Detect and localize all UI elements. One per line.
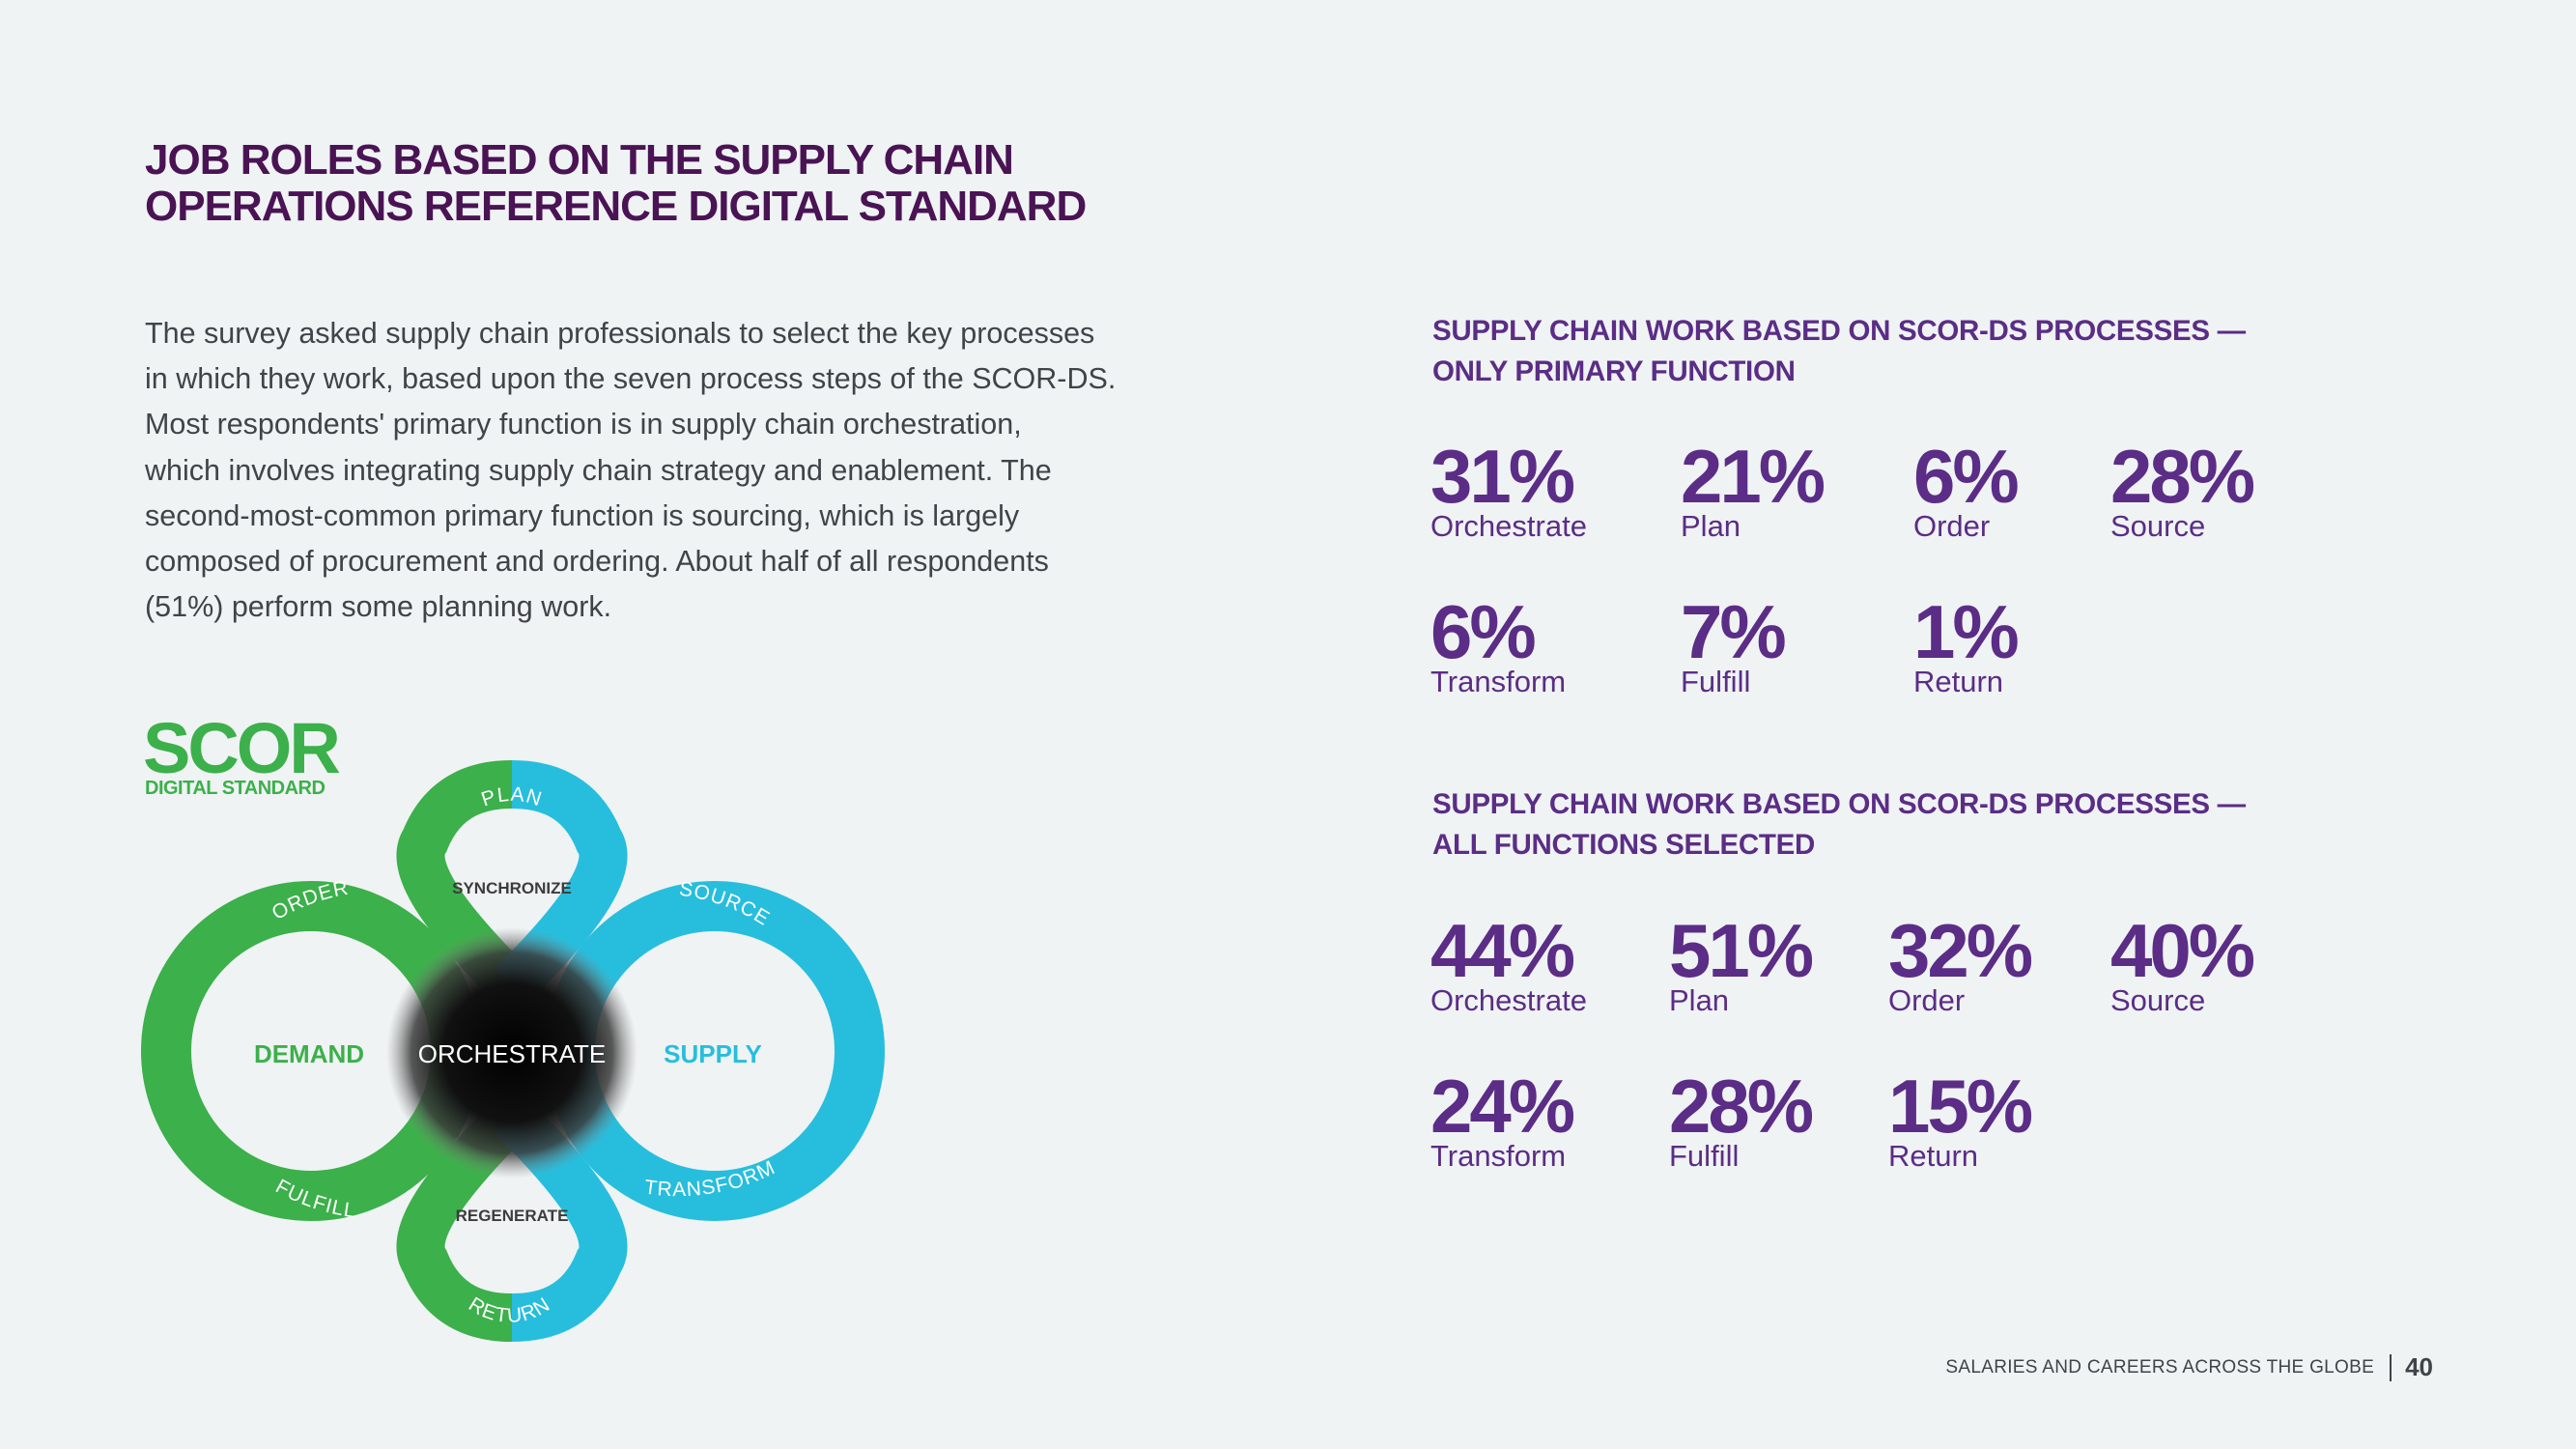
intro-paragraph: The survey asked supply chain profession… [145, 311, 1117, 630]
stat-primary-orchestrate: 31% Orchestrate [1430, 437, 1587, 543]
paragraph-line: composed of procurement and ordering. Ab… [145, 545, 1049, 579]
stat-value: 32% [1888, 908, 2033, 993]
stat-label: Plan [1681, 509, 1741, 543]
stat-label: Source [2110, 983, 2206, 1017]
stat-value: 21% [1681, 434, 1826, 519]
paragraph-line: (51%) perform some planning work. [145, 590, 612, 624]
stat-value: 6% [1430, 589, 1537, 674]
page-number: 40 [2405, 1352, 2433, 1381]
title-line-2: OPERATIONS REFERENCE DIGITAL STANDARD [145, 183, 1087, 230]
stat-label: Transform [1430, 1139, 1567, 1173]
scor-logo-subtitle: DIGITAL STANDARD [145, 778, 325, 799]
stat-value: 6% [1913, 434, 2020, 519]
stat-value: 28% [2110, 434, 2255, 519]
stat-all-source: 40% Source [2110, 908, 2255, 1017]
stat-label: Transform [1430, 665, 1567, 698]
stat-value: 44% [1430, 908, 1575, 993]
stat-all-return: 15% Return [1888, 1064, 2033, 1173]
stat-label: Order [1913, 509, 1991, 543]
demand-label: DEMAND [254, 1039, 364, 1068]
stat-all-transform: 24% Transform [1430, 1064, 1575, 1173]
synchronize-label: SYNCHRONIZE [452, 879, 572, 897]
stat-label: Return [1888, 1139, 1979, 1173]
heading-line: SUPPLY CHAIN WORK BASED ON SCOR-DS PROCE… [1432, 788, 2246, 820]
primary-function-heading: SUPPLY CHAIN WORK BASED ON SCOR-DS PROCE… [1432, 311, 2246, 392]
footer-publication-title: SALARIES AND CAREERS ACROSS THE GLOBE [1945, 1356, 2375, 1378]
paragraph-line: which involves integrating supply chain … [145, 453, 1052, 487]
stat-primary-order: 6% Order [1913, 434, 2020, 543]
paragraph-line: in which they work, based upon the seven… [145, 362, 1117, 396]
all-functions-heading: SUPPLY CHAIN WORK BASED ON SCOR-DS PROCE… [1432, 784, 2246, 866]
stat-primary-source: 28% Source [2110, 434, 2255, 543]
stat-value: 24% [1430, 1064, 1575, 1149]
stat-label: Plan [1669, 983, 1730, 1017]
stat-value: 31% [1430, 434, 1575, 519]
paragraph-line: Most respondents' primary function is in… [145, 408, 1022, 441]
stat-primary-transform: 6% Transform [1430, 592, 1566, 698]
stat-value: 40% [2110, 908, 2255, 993]
stat-all-order: 32% Order [1888, 908, 2033, 1017]
scor-logo: SCOR [143, 708, 339, 788]
stat-label: Source [2110, 509, 2206, 543]
stat-label: Return [1913, 665, 2004, 698]
regenerate-label: REGENERATE [456, 1207, 569, 1225]
stat-value: 15% [1888, 1064, 2033, 1149]
stat-value: 28% [1669, 1064, 1814, 1149]
orchestrate-hub [386, 927, 637, 1179]
stat-value: 1% [1913, 589, 2020, 674]
stat-all-fulfill: 28% Fulfill [1669, 1064, 1814, 1173]
stat-all-plan: 51% Plan [1669, 908, 1814, 1017]
title-line-1: JOB ROLES BASED ON THE SUPPLY CHAIN [145, 136, 1014, 184]
page-footer: SALARIES AND CAREERS ACROSS THE GLOBE 40 [1945, 1352, 2433, 1382]
page-title: JOB ROLES BASED ON THE SUPPLY CHAIN OPER… [145, 136, 1087, 230]
paragraph-line: The survey asked supply chain profession… [145, 317, 1095, 350]
paragraph-line: second-most-common primary function is s… [145, 498, 1020, 532]
stat-label: Order [1888, 983, 1966, 1017]
supply-label: SUPPLY [664, 1039, 762, 1068]
stat-all-orchestrate: 44% Orchestrate [1430, 911, 1587, 1017]
stat-label: Orchestrate [1430, 509, 1587, 543]
orchestrate-label: ORCHESTRATE [418, 1039, 607, 1068]
stat-label: Orchestrate [1430, 983, 1587, 1017]
stat-label: Fulfill [1669, 1139, 1740, 1173]
stat-primary-plan: 21% Plan [1681, 434, 1826, 543]
footer-divider [2390, 1353, 2392, 1381]
heading-line: SUPPLY CHAIN WORK BASED ON SCOR-DS PROCE… [1432, 315, 2246, 347]
heading-line: ONLY PRIMARY FUNCTION [1432, 355, 1796, 387]
stat-label: Fulfill [1681, 665, 1751, 698]
stat-value: 51% [1669, 908, 1814, 993]
stat-value: 7% [1681, 589, 1787, 674]
stat-primary-fulfill: 7% Fulfill [1681, 589, 1787, 698]
heading-line: ALL FUNCTIONS SELECTED [1432, 829, 1816, 861]
stat-primary-return: 1% Return [1913, 589, 2020, 698]
